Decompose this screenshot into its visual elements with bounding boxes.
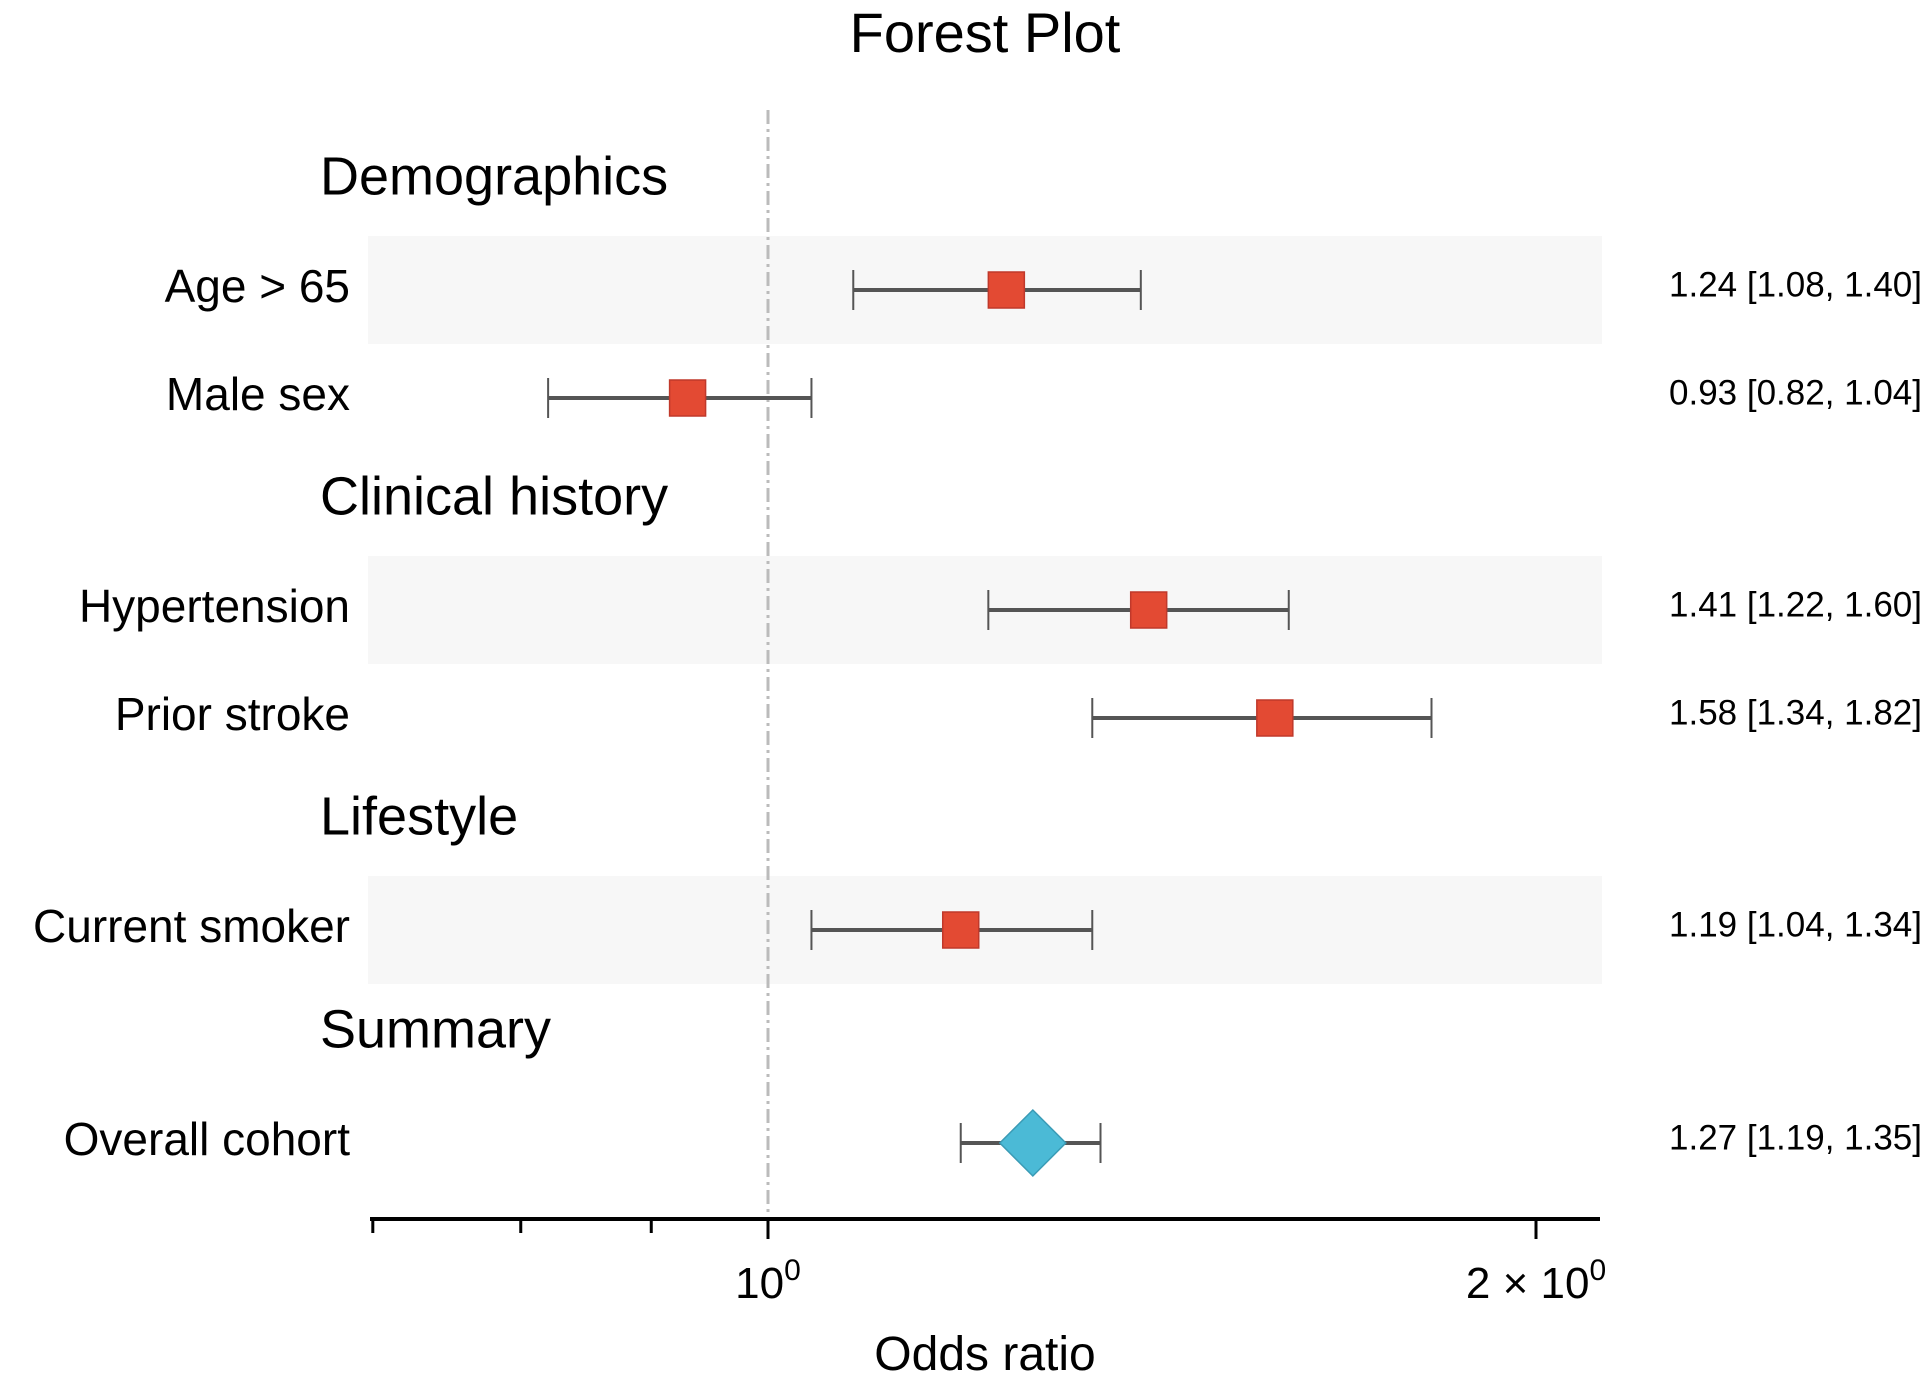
row-label-current-smoker: Current smoker bbox=[33, 900, 350, 952]
group-heading-lifestyle: Lifestyle bbox=[320, 786, 518, 846]
estimate-texts: 1.24 [1.08, 1.40] 0.93 [0.82, 1.04] 1.41 [… bbox=[1669, 265, 1922, 1157]
row-band-hypertension bbox=[368, 556, 1602, 664]
x-tick-label-2: 2 × 100 bbox=[1466, 1254, 1606, 1308]
row-label-age-65: Age > 65 bbox=[165, 260, 350, 312]
estimate-text-hypertension: 1.41 [1.22, 1.60] bbox=[1669, 585, 1922, 624]
group-heading-summary: Summary bbox=[320, 999, 551, 1059]
estimate-square-age-65 bbox=[987, 271, 1026, 309]
row-labels: Demographics Age > 65 Male sex Clinical his… bbox=[33, 146, 668, 1165]
row-label-hypertension: Hypertension bbox=[79, 580, 350, 632]
estimate-text-prior-stroke: 1.58 [1.34, 1.82] bbox=[1669, 693, 1922, 732]
group-heading-demographics: Demographics bbox=[320, 146, 668, 206]
x-tick-label-1: 100 bbox=[735, 1254, 801, 1308]
estimate-text-current-smoker: 1.19 [1.04, 1.34] bbox=[1669, 905, 1922, 944]
estimate-square-hypertension bbox=[1129, 591, 1168, 629]
row-label-prior-stroke: Prior stroke bbox=[115, 688, 350, 740]
summary-diamond-overall-cohort bbox=[998, 1108, 1067, 1178]
estimate-square-current-smoker bbox=[941, 911, 980, 949]
row-bands bbox=[368, 236, 1602, 984]
row-label-overall-cohort: Overall cohort bbox=[64, 1113, 351, 1165]
x-axis: 100 2 × 100 bbox=[370, 1217, 1606, 1308]
row-label-male-sex: Male sex bbox=[166, 368, 350, 420]
estimate-markers bbox=[668, 271, 1294, 1178]
estimate-text-overall-cohort: 1.27 [1.19, 1.35] bbox=[1669, 1118, 1922, 1157]
estimate-square-prior-stroke bbox=[1256, 699, 1294, 737]
x-axis-label: Odds ratio bbox=[874, 1328, 1095, 1381]
estimate-text-age-65: 1.24 [1.08, 1.40] bbox=[1669, 265, 1922, 304]
group-heading-clinical-history: Clinical history bbox=[320, 466, 668, 526]
chart-title: Forest Plot bbox=[850, 1, 1121, 64]
estimate-text-male-sex: 0.93 [0.82, 1.04] bbox=[1669, 373, 1922, 412]
estimate-square-male-sex bbox=[668, 379, 707, 417]
